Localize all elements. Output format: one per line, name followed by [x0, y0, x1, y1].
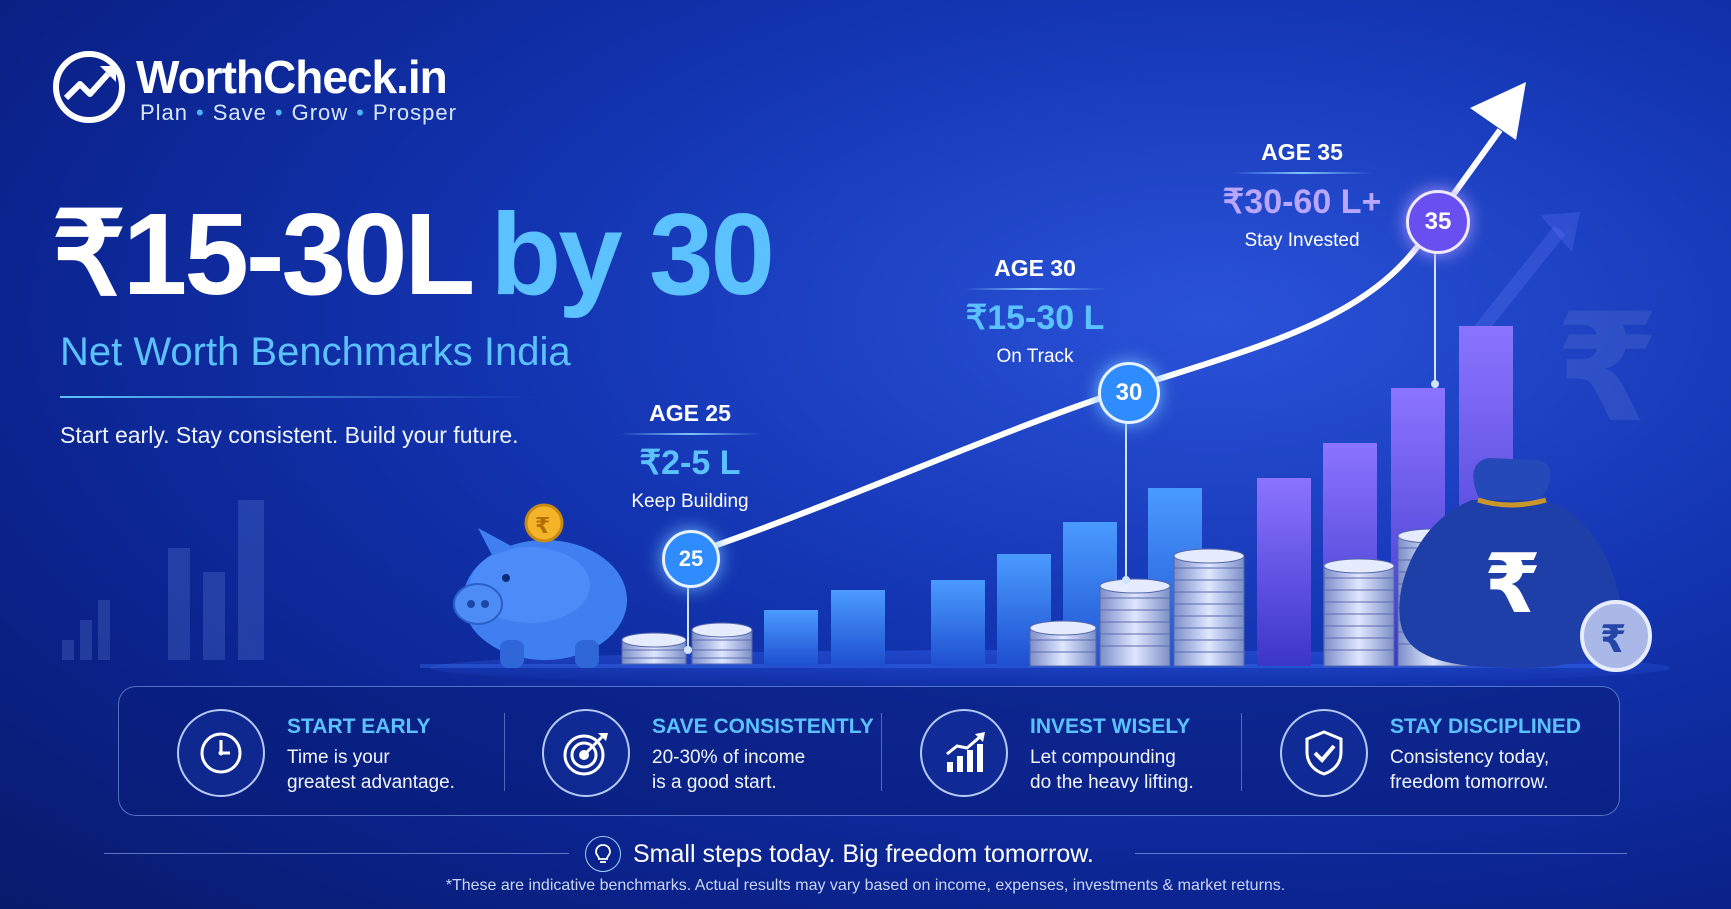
tip-separator	[504, 713, 505, 791]
money-bag-icon: ₹ ₹	[1399, 458, 1652, 672]
tip-line: Time is your	[287, 747, 390, 768]
svg-text:₹: ₹	[535, 514, 550, 539]
milestone-label-age-30: AGE 30 ₹15-30 L On Track	[915, 255, 1155, 368]
footer-divider-right	[1135, 853, 1627, 854]
tip-title: INVEST WISELY	[1030, 715, 1191, 738]
background-rupee-icon: ₹	[1555, 282, 1659, 456]
tip-line: greatest advantage.	[287, 772, 455, 793]
tip-line: Consistency today,	[1390, 747, 1550, 768]
tagline-word: Grow	[291, 100, 349, 125]
lightbulb-icon	[585, 836, 621, 872]
tip-line: do the heavy lifting.	[1030, 772, 1194, 793]
tagline-word: Prosper	[372, 100, 457, 125]
headline-suffix: by 30	[490, 189, 775, 319]
tip-description: Time is your greatest advantage.	[287, 745, 455, 795]
milestone-amount: ₹30-60 L+	[1222, 183, 1382, 221]
tip-title: SAVE CONSISTENTLY	[652, 715, 874, 738]
tip-title: START EARLY	[287, 715, 431, 738]
milestone-marker-30: 30	[1098, 362, 1160, 424]
shield-check-icon	[1280, 709, 1368, 797]
milestone-status: Keep Building	[631, 491, 749, 512]
target-icon	[542, 709, 630, 797]
milestone-age: AGE 30	[994, 255, 1076, 281]
headline-amount: ₹15-30L	[52, 189, 475, 319]
piggy-bank-icon: ₹	[453, 503, 627, 668]
trend-logo-icon	[53, 51, 125, 123]
tip-save-consistently: SAVE CONSISTENTLY 20-30% of income is a g…	[542, 687, 874, 815]
milestone-age: AGE 35	[1261, 139, 1343, 165]
title-divider	[60, 396, 535, 398]
growth-chart-icon	[920, 709, 1008, 797]
milestone-amount: ₹15-30 L	[965, 299, 1105, 337]
footer-slogan: Small steps today. Big freedom tomorrow.	[585, 836, 1094, 872]
milestone-age: AGE 25	[649, 400, 731, 426]
footer-divider-left	[104, 853, 569, 854]
milestone-marker-label: 35	[1424, 208, 1452, 235]
growth-arrow-icon	[1470, 82, 1526, 140]
tagline-word: Save	[212, 100, 267, 125]
svg-text:₹: ₹	[1600, 617, 1626, 661]
milestone-marker-25: 25	[662, 530, 720, 588]
milestone-label-age-35: AGE 35 ₹30-60 L+ Stay Invested	[1182, 139, 1422, 252]
milestone-amount: ₹2-5 L	[639, 444, 741, 482]
tips-panel: START EARLY Time is your greatest advanta…	[118, 686, 1620, 816]
tip-start-early: START EARLY Time is your greatest advanta…	[177, 687, 497, 815]
tip-description: 20-30% of income is a good start.	[652, 745, 805, 795]
svg-text:₹: ₹	[1484, 537, 1541, 632]
background-bars-left	[62, 500, 264, 660]
tip-line: Let compounding	[1030, 747, 1176, 768]
tip-description: Let compounding do the heavy lifting.	[1030, 745, 1194, 795]
tagline-word: Plan	[140, 100, 189, 125]
milestone-marker-label: 25	[678, 546, 704, 571]
tip-line: freedom tomorrow.	[1390, 772, 1549, 793]
tip-line: is a good start.	[652, 772, 777, 793]
clock-icon	[177, 709, 265, 797]
brand-tagline: Plan • Save • Grow • Prosper	[140, 100, 457, 125]
tip-separator	[1241, 713, 1242, 791]
tip-description: Consistency today, freedom tomorrow.	[1390, 745, 1549, 795]
milestone-status: Stay Invested	[1244, 230, 1360, 251]
tip-invest-wisely: INVEST WISELY Let compounding do the heav…	[920, 687, 1240, 815]
tip-stay-disciplined: STAY DISCIPLINED Consistency today, freed…	[1280, 687, 1600, 815]
motto: Start early. Stay consistent. Build your…	[60, 422, 519, 448]
milestone-label-age-25: AGE 25 ₹2-5 L Keep Building	[570, 400, 810, 513]
tip-separator	[881, 713, 882, 791]
headline: ₹15-30L by 30	[52, 196, 775, 312]
milestone-status: On Track	[996, 346, 1074, 367]
tip-line: 20-30% of income	[652, 747, 806, 768]
disclaimer: *These are indicative benchmarks. Actual…	[445, 877, 1286, 894]
brand-name: WorthCheck.in	[136, 51, 448, 103]
milestone-marker-35: 35	[1406, 190, 1470, 254]
slogan-text: Small steps today. Big freedom tomorrow.	[633, 839, 1094, 868]
subtitle: Net Worth Benchmarks India	[60, 330, 571, 374]
milestone-marker-label: 30	[1115, 379, 1143, 406]
tip-title: STAY DISCIPLINED	[1390, 715, 1581, 738]
